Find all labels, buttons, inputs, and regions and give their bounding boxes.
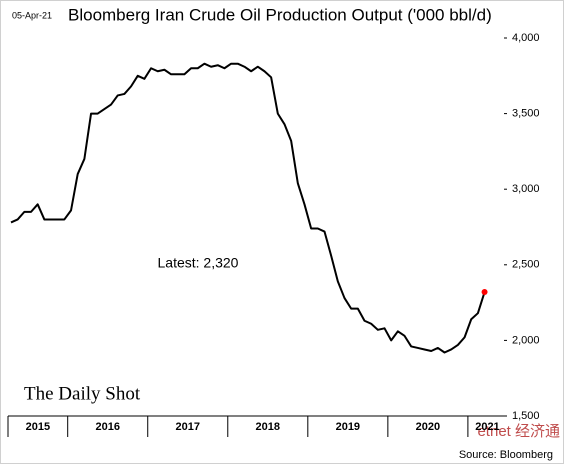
y-tick-label: 1,500 bbox=[512, 410, 540, 422]
x-tick-label: 2015 bbox=[26, 421, 50, 433]
x-tick-label: 2016 bbox=[95, 421, 119, 433]
y-tick-label: 3,000 bbox=[512, 183, 540, 195]
x-tick-label: 2021 bbox=[475, 421, 499, 433]
watermark: etnet 经济通 bbox=[477, 423, 560, 440]
y-tick-label: 2,000 bbox=[512, 334, 540, 346]
x-tick-label: 2019 bbox=[336, 421, 360, 433]
chart-title: Bloomberg Iran Crude Oil Production Outp… bbox=[68, 5, 492, 24]
x-tick-label: 2020 bbox=[416, 421, 440, 433]
y-tick-label: 4,000 bbox=[512, 32, 540, 44]
last-point bbox=[481, 289, 488, 296]
x-tick-label: 2018 bbox=[256, 421, 280, 433]
x-tick-label: 2017 bbox=[176, 421, 200, 433]
source: Source: Bloomberg bbox=[459, 449, 553, 461]
branding: The Daily Shot bbox=[24, 383, 141, 404]
annotation: Latest: 2,320 bbox=[158, 255, 239, 271]
date: 05-Apr-21 bbox=[12, 10, 52, 20]
data-line bbox=[10, 62, 486, 354]
y-tick-label: 3,500 bbox=[512, 108, 540, 120]
y-tick-label: 2,500 bbox=[512, 259, 540, 271]
